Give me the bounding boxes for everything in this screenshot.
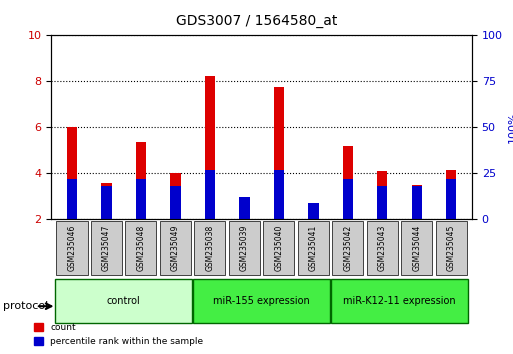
Text: GSM235038: GSM235038	[205, 225, 214, 271]
Text: GSM235046: GSM235046	[68, 224, 76, 271]
Bar	[274, 87, 284, 219]
Bar	[170, 186, 181, 219]
Text: protocol: protocol	[3, 301, 48, 311]
FancyBboxPatch shape	[367, 221, 398, 275]
Text: GSM235043: GSM235043	[378, 224, 387, 271]
Bar	[136, 179, 146, 219]
Bar	[205, 170, 215, 219]
Bar	[67, 179, 77, 219]
FancyBboxPatch shape	[331, 279, 468, 323]
FancyBboxPatch shape	[193, 279, 330, 323]
Text: GSM235049: GSM235049	[171, 224, 180, 271]
Bar	[170, 173, 181, 219]
FancyBboxPatch shape	[401, 221, 432, 275]
FancyBboxPatch shape	[298, 221, 329, 275]
Text: GSM235044: GSM235044	[412, 224, 421, 271]
Bar	[136, 142, 146, 219]
Y-axis label: 100%: 100%	[508, 112, 513, 143]
Bar	[411, 185, 422, 219]
Bar	[274, 170, 284, 219]
FancyBboxPatch shape	[91, 221, 122, 275]
Bar	[343, 146, 353, 219]
Bar	[308, 217, 319, 219]
Bar	[411, 186, 422, 219]
Text: GDS3007 / 1564580_at: GDS3007 / 1564580_at	[176, 14, 337, 28]
Text: GSM235047: GSM235047	[102, 224, 111, 271]
Legend: count, percentile rank within the sample: count, percentile rank within the sample	[30, 320, 207, 349]
Text: GSM235042: GSM235042	[343, 225, 352, 271]
Text: GSM235048: GSM235048	[136, 225, 146, 271]
Text: GSM235040: GSM235040	[274, 224, 283, 271]
FancyBboxPatch shape	[56, 221, 88, 275]
Bar	[67, 127, 77, 219]
Bar	[101, 183, 112, 219]
Text: GSM235045: GSM235045	[447, 224, 456, 271]
FancyBboxPatch shape	[229, 221, 260, 275]
Bar	[377, 171, 387, 219]
Bar	[446, 170, 457, 219]
FancyBboxPatch shape	[160, 221, 191, 275]
Text: miR-K12-11 expression: miR-K12-11 expression	[343, 296, 456, 306]
Bar	[446, 179, 457, 219]
FancyBboxPatch shape	[332, 221, 363, 275]
Bar	[343, 179, 353, 219]
Bar	[239, 207, 249, 219]
FancyBboxPatch shape	[55, 279, 192, 323]
Bar	[308, 203, 319, 219]
Text: control: control	[107, 296, 141, 306]
FancyBboxPatch shape	[436, 221, 467, 275]
Bar	[101, 186, 112, 219]
Text: miR-155 expression: miR-155 expression	[213, 296, 310, 306]
FancyBboxPatch shape	[263, 221, 294, 275]
FancyBboxPatch shape	[126, 221, 156, 275]
Text: GSM235039: GSM235039	[240, 224, 249, 271]
FancyBboxPatch shape	[194, 221, 225, 275]
Text: GSM235041: GSM235041	[309, 225, 318, 271]
Bar	[377, 186, 387, 219]
Bar	[239, 198, 249, 219]
Bar	[205, 76, 215, 219]
